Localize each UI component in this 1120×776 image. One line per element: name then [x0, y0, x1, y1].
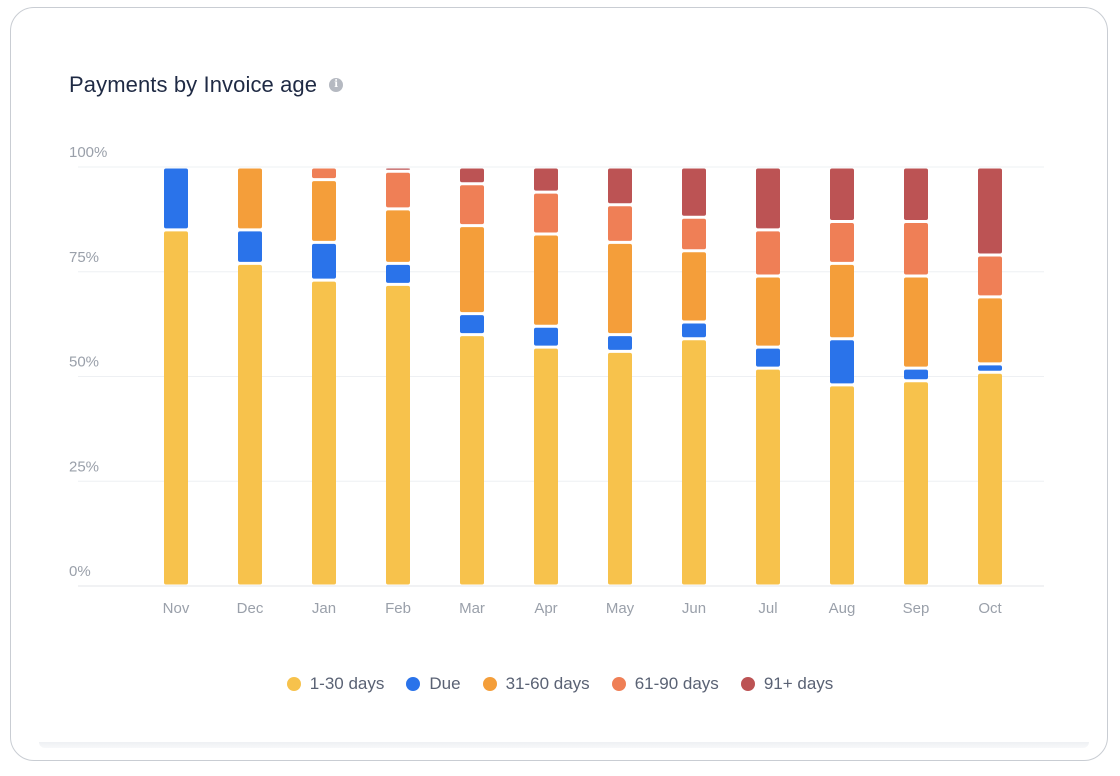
legend-item[interactable]: 31-60 days: [482, 674, 590, 694]
bar-segment-due-jan[interactable]: [312, 243, 336, 279]
bar-segment-61-90-days-sep[interactable]: [904, 222, 928, 275]
chart-legend: 1-30 days Due 31-60 days 61-90 days 91+ days: [0, 674, 1120, 694]
legend-item[interactable]: 1-30 days: [286, 674, 385, 694]
bar-segment-due-nov[interactable]: [164, 168, 188, 229]
legend-item[interactable]: Due: [406, 674, 461, 694]
bar-segment-61-90-days-may[interactable]: [608, 206, 632, 241]
legend-swatch: [611, 677, 626, 691]
bar-segment-1-30-days-sep[interactable]: [904, 382, 928, 585]
chart-title: Payments by Invoice age: [69, 72, 318, 97]
bar-segment-due-jul[interactable]: [756, 348, 780, 367]
legend-item[interactable]: 61-90 days: [611, 674, 719, 694]
x-tick-label: Aug: [829, 600, 856, 617]
bar-segment-due-mar[interactable]: [460, 315, 484, 334]
bar-segment-61-90-days-oct[interactable]: [978, 256, 1002, 296]
bar-segment-1-30-days-jul[interactable]: [756, 369, 780, 585]
bar-segment-31-60-days-dec[interactable]: [238, 168, 262, 229]
bar-segment-61-90-days-jan[interactable]: [312, 168, 336, 179]
bar-segment-91-days-apr[interactable]: [534, 168, 558, 191]
bar-segment-31-60-days-jan[interactable]: [312, 181, 336, 241]
x-tick-label: Mar: [459, 600, 485, 617]
y-tick-label: 50%: [69, 354, 99, 371]
bar-segment-1-30-days-jun[interactable]: [682, 340, 706, 585]
bar-segment-31-60-days-aug[interactable]: [830, 264, 854, 338]
legend-swatch: [286, 677, 301, 691]
legend-swatch: [482, 677, 497, 691]
x-tick-label: Nov: [163, 600, 190, 617]
bar-segment-91-days-jul[interactable]: [756, 168, 780, 229]
legend-swatch: [406, 677, 421, 691]
x-tick-label: May: [606, 600, 635, 617]
bar-segment-61-90-days-apr[interactable]: [534, 193, 558, 233]
legend-label: 91+ days: [763, 674, 834, 693]
y-tick-label: 0%: [69, 563, 91, 580]
bar-segment-due-aug[interactable]: [830, 340, 854, 384]
bar-segment-31-60-days-apr[interactable]: [534, 235, 558, 325]
y-tick-label: 25%: [69, 458, 99, 475]
x-tick-label: Feb: [385, 600, 411, 617]
legend-label: 1-30 days: [309, 674, 385, 693]
bar-segment-61-90-days-feb[interactable]: [386, 172, 410, 208]
bar-segment-61-90-days-aug[interactable]: [830, 222, 854, 262]
y-tick-label: 75%: [69, 249, 99, 266]
legend-swatch: [740, 677, 755, 691]
bar-segment-91-days-feb[interactable]: [386, 168, 410, 170]
legend-label: 31-60 days: [505, 674, 590, 693]
bar-segment-1-30-days-aug[interactable]: [830, 386, 854, 585]
x-tick-label: Jan: [312, 600, 336, 617]
bar-segment-1-30-days-feb[interactable]: [386, 285, 410, 585]
bar-segment-91-days-sep[interactable]: [904, 168, 928, 220]
bar-segment-1-30-days-oct[interactable]: [978, 373, 1002, 585]
bar-segment-due-dec[interactable]: [238, 231, 262, 262]
bar-segment-31-60-days-jul[interactable]: [756, 277, 780, 346]
x-tick-label: Apr: [534, 600, 557, 617]
bar-segment-31-60-days-feb[interactable]: [386, 210, 410, 262]
bar-segment-91-days-aug[interactable]: [830, 168, 854, 220]
bar-segment-1-30-days-apr[interactable]: [534, 348, 558, 585]
x-tick-label: Sep: [903, 600, 930, 617]
bar-segment-due-feb[interactable]: [386, 264, 410, 283]
legend-item[interactable]: 91+ days: [740, 674, 834, 694]
bar-segment-31-60-days-jun[interactable]: [682, 252, 706, 321]
bar-segment-1-30-days-dec[interactable]: [238, 264, 262, 585]
bar-segment-31-60-days-mar[interactable]: [460, 227, 484, 313]
bar-segment-due-oct[interactable]: [978, 365, 1002, 371]
bar-segment-due-apr[interactable]: [534, 327, 558, 346]
bar-segment-1-30-days-mar[interactable]: [460, 336, 484, 585]
bar-segment-91-days-may[interactable]: [608, 168, 632, 204]
info-icon[interactable]: i: [329, 78, 344, 92]
card-bottom-edge: [39, 742, 1089, 748]
bar-segment-91-days-mar[interactable]: [460, 168, 484, 183]
bar-segment-91-days-jun[interactable]: [682, 168, 706, 216]
bar-segment-31-60-days-oct[interactable]: [978, 298, 1002, 363]
bar-segment-61-90-days-jul[interactable]: [756, 231, 780, 275]
bar-segment-due-jun[interactable]: [682, 323, 706, 338]
legend-label: 61-90 days: [634, 674, 719, 693]
bar-segment-61-90-days-jun[interactable]: [682, 218, 706, 250]
bar-segment-31-60-days-may[interactable]: [608, 243, 632, 334]
bar-segment-31-60-days-sep[interactable]: [904, 277, 928, 367]
x-tick-label: Oct: [978, 600, 1002, 617]
x-tick-label: Dec: [237, 600, 264, 617]
x-tick-label: Jul: [758, 600, 777, 617]
bar-segment-91-days-oct[interactable]: [978, 168, 1002, 254]
bar-segment-due-sep[interactable]: [904, 369, 928, 380]
y-tick-label: 100%: [69, 144, 107, 161]
bar-segment-due-may[interactable]: [608, 336, 632, 350]
bar-segment-1-30-days-may[interactable]: [608, 352, 632, 585]
x-tick-label: Jun: [682, 600, 706, 617]
legend-label: Due: [429, 674, 461, 693]
bar-segment-1-30-days-nov[interactable]: [164, 231, 188, 585]
bar-segment-1-30-days-jan[interactable]: [312, 281, 336, 585]
bar-segment-61-90-days-mar[interactable]: [460, 185, 484, 225]
card-header: Payments by Invoice age i: [69, 72, 344, 98]
